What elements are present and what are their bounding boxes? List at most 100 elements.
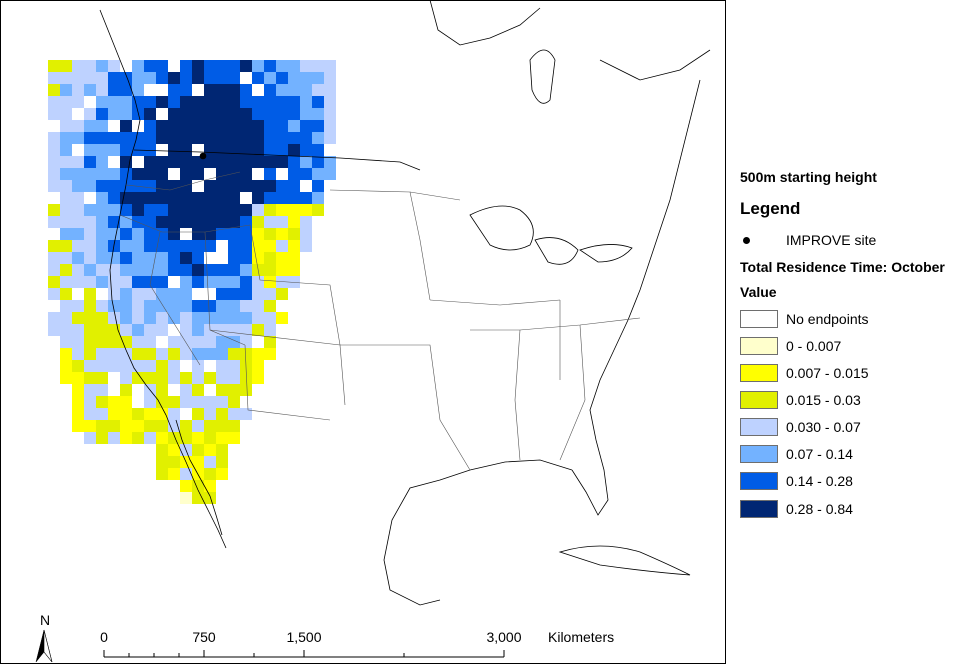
- residence-cell: [132, 432, 144, 444]
- scale-tick-3000: 3,000: [486, 629, 521, 645]
- legend-swatch: [740, 500, 778, 518]
- residence-cell: [168, 144, 180, 156]
- residence-cell: [180, 108, 192, 120]
- residence-cell: [72, 300, 84, 312]
- residence-cell: [120, 240, 132, 252]
- residence-cell: [96, 324, 108, 336]
- residence-cell: [84, 396, 96, 408]
- residence-cell: [276, 240, 288, 252]
- residence-cell: [108, 360, 120, 372]
- residence-cell: [72, 312, 84, 324]
- residence-cell: [264, 252, 276, 264]
- residence-cell: [180, 156, 192, 168]
- residence-cell: [180, 120, 192, 132]
- residence-cell: [216, 408, 228, 420]
- residence-cell: [108, 300, 120, 312]
- residence-cell: [240, 108, 252, 120]
- residence-cell: [252, 156, 264, 168]
- residence-cell: [312, 156, 324, 168]
- residence-cell: [204, 336, 216, 348]
- residence-cell: [168, 432, 180, 444]
- residence-cell: [288, 180, 300, 192]
- residence-cell: [252, 180, 264, 192]
- residence-cell: [84, 276, 96, 288]
- residence-cell: [300, 144, 312, 156]
- residence-cell: [192, 300, 204, 312]
- residence-cell: [204, 204, 216, 216]
- legend-class-label: No endpoints: [786, 311, 869, 327]
- residence-cell: [120, 120, 132, 132]
- residence-cell: [300, 168, 312, 180]
- residence-cell: [168, 408, 180, 420]
- residence-cell: [168, 216, 180, 228]
- residence-cell: [60, 84, 72, 96]
- improve-site-marker[interactable]: [199, 152, 207, 160]
- residence-cell: [168, 120, 180, 132]
- residence-cell: [108, 216, 120, 228]
- residence-cell: [60, 288, 72, 300]
- residence-cell: [180, 204, 192, 216]
- residence-cell: [108, 108, 120, 120]
- residence-cell: [96, 240, 108, 252]
- residence-cell: [168, 84, 180, 96]
- residence-cell: [72, 228, 84, 240]
- residence-cell: [168, 132, 180, 144]
- residence-cell: [180, 240, 192, 252]
- residence-cell: [120, 84, 132, 96]
- scale-tick-750: 750: [192, 629, 216, 645]
- residence-cell: [132, 204, 144, 216]
- residence-cell: [132, 348, 144, 360]
- residence-cell: [132, 228, 144, 240]
- residence-cell: [300, 192, 312, 204]
- legend-subtitle: 500m starting height: [740, 169, 877, 185]
- residence-cell: [264, 180, 276, 192]
- north-arrow-label: N: [40, 612, 50, 628]
- residence-cell: [240, 156, 252, 168]
- residence-cell: [228, 276, 240, 288]
- residence-cell: [144, 432, 156, 444]
- residence-cell: [252, 216, 264, 228]
- residence-cell: [228, 312, 240, 324]
- residence-cell: [120, 312, 132, 324]
- residence-cell: [216, 288, 228, 300]
- residence-cell: [84, 132, 96, 144]
- residence-cell: [216, 312, 228, 324]
- residence-time-map[interactable]: N 0 750 1,500 3,000 Kilometers: [0, 0, 726, 664]
- residence-cell: [252, 360, 264, 372]
- residence-cell: [288, 120, 300, 132]
- residence-cell: [180, 336, 192, 348]
- residence-cell: [228, 396, 240, 408]
- residence-cell: [84, 120, 96, 132]
- residence-cell: [300, 84, 312, 96]
- residence-cell: [264, 348, 276, 360]
- residence-cell: [204, 492, 216, 504]
- residence-cell: [192, 336, 204, 348]
- residence-cell: [144, 216, 156, 228]
- coastlines: [99, 1, 711, 606]
- residence-cell: [120, 144, 132, 156]
- residence-cell: [132, 252, 144, 264]
- residence-cell: [192, 348, 204, 360]
- residence-cell: [228, 288, 240, 300]
- legend-value-title: Value: [740, 284, 777, 300]
- residence-cell: [240, 228, 252, 240]
- residence-cell: [276, 264, 288, 276]
- residence-cell: [72, 408, 84, 420]
- residence-cell: [156, 420, 168, 432]
- residence-cell: [240, 300, 252, 312]
- residence-cell: [288, 216, 300, 228]
- residence-cell: [192, 360, 204, 372]
- residence-cell: [132, 276, 144, 288]
- residence-cell: [240, 336, 252, 348]
- residence-cell: [204, 348, 216, 360]
- residence-cell: [144, 144, 156, 156]
- residence-cell: [228, 144, 240, 156]
- residence-cell: [276, 120, 288, 132]
- legend-class-label: 0 - 0.007: [786, 338, 842, 354]
- residence-cell: [276, 276, 288, 288]
- residence-cell: [72, 360, 84, 372]
- residence-cell: [276, 72, 288, 84]
- residence-cell: [300, 60, 312, 72]
- residence-cell: [132, 240, 144, 252]
- residence-cell: [276, 132, 288, 144]
